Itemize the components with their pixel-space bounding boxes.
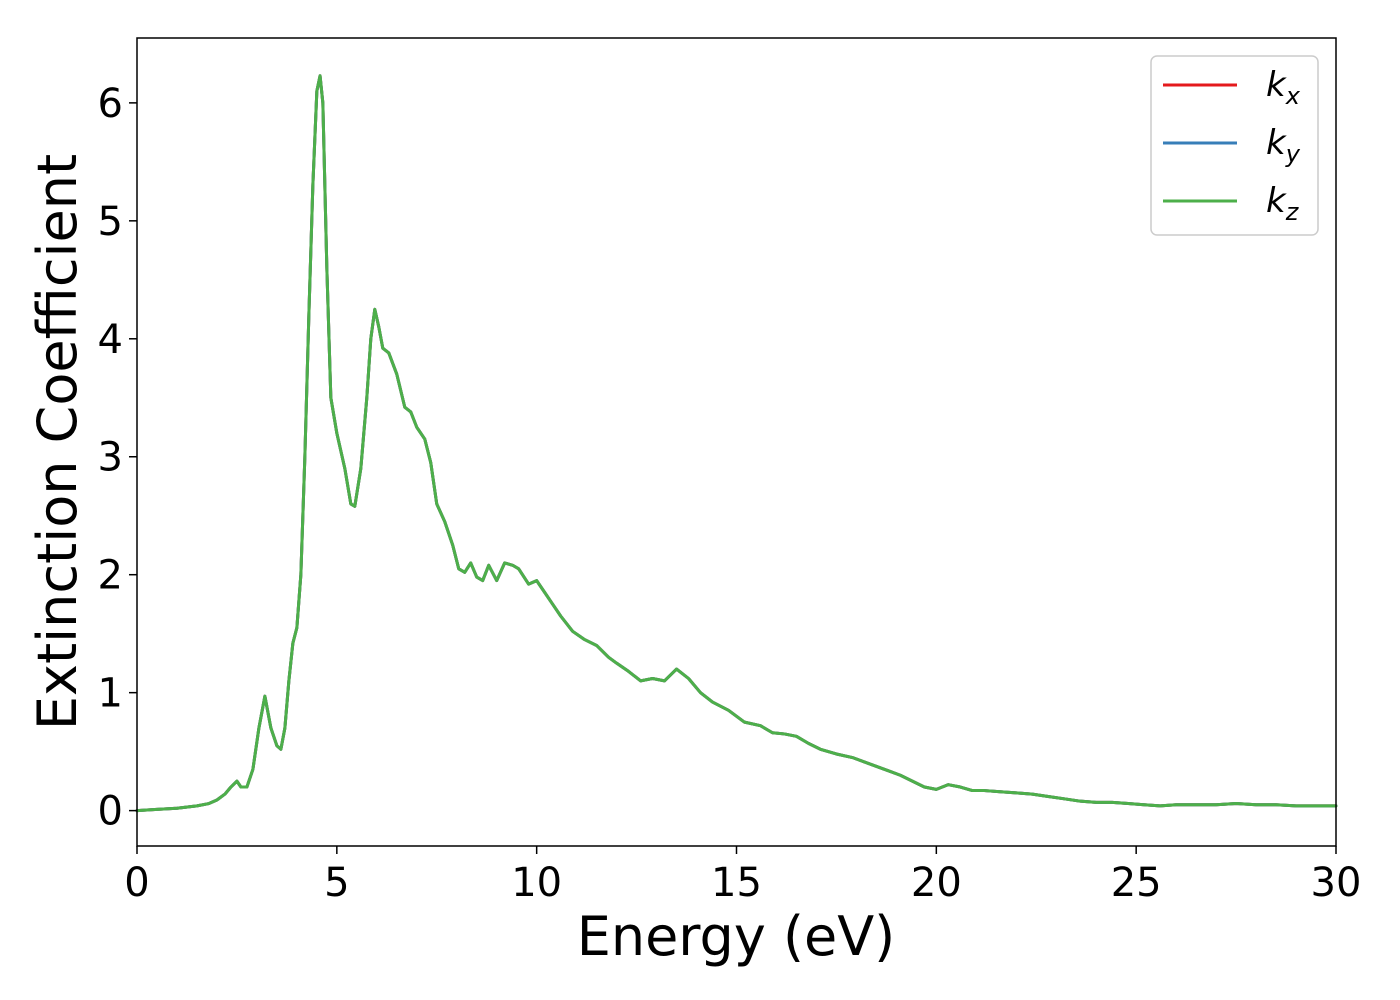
y-tick-label: 4 [98, 317, 123, 363]
y-tick-label: 6 [98, 81, 123, 127]
legend-label-base: k [1266, 65, 1287, 105]
y-tick-label: 2 [98, 553, 123, 599]
legend-label-base: k [1266, 181, 1287, 221]
series-line-k-z [135, 74, 1338, 813]
x-tick-label: 15 [711, 860, 762, 906]
legend-label-subscript: y [1285, 140, 1301, 168]
legend-label: kx [1266, 65, 1301, 110]
x-tick-label: 20 [911, 860, 962, 906]
x-tick-label: 5 [324, 860, 349, 906]
legend-label-base: k [1266, 123, 1287, 163]
legend-label: kz [1266, 181, 1300, 226]
x-axis-title: Energy (eV) [577, 905, 896, 968]
y-tick-label: 1 [98, 671, 123, 717]
x-tick-label: 30 [1311, 860, 1362, 906]
y-axis-title: Extinction Coefficient [26, 154, 89, 730]
y-tick-label: 3 [98, 435, 123, 481]
y-tick-label: 5 [98, 199, 123, 245]
x-tick-label: 10 [511, 860, 562, 906]
legend-label-subscript: z [1285, 198, 1300, 226]
tick-layer: 0 5 10 15 20 25 30 0 1 2 3 4 5 6 [98, 81, 1362, 906]
series-layer [135, 74, 1338, 813]
x-tick-label: 25 [1111, 860, 1162, 906]
legend-box [1150, 55, 1319, 236]
x-tick-label: 0 [124, 860, 149, 906]
legend-label: ky [1266, 123, 1301, 168]
y-tick-label: 0 [98, 789, 123, 835]
legend-label-subscript: x [1285, 82, 1301, 110]
